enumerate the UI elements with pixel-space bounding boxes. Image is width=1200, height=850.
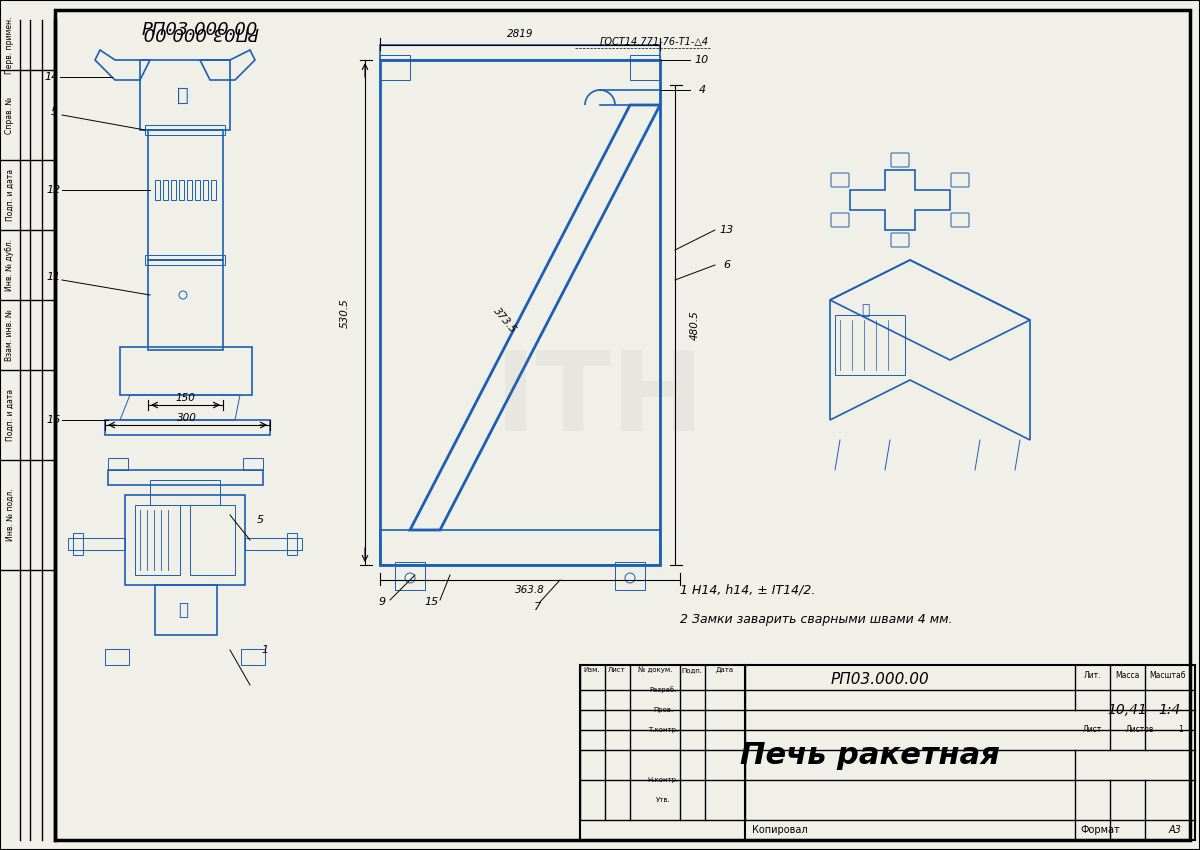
Bar xyxy=(194,180,200,200)
Text: 7: 7 xyxy=(534,602,541,612)
Bar xyxy=(68,538,125,550)
Text: 11: 11 xyxy=(47,272,61,282)
Bar xyxy=(106,420,270,435)
Bar xyxy=(106,649,130,665)
Bar xyxy=(616,562,646,590)
Text: 6: 6 xyxy=(724,260,731,270)
Text: Листов: Листов xyxy=(1126,726,1154,734)
Text: 150: 150 xyxy=(175,393,194,403)
Text: 4: 4 xyxy=(698,85,706,95)
Text: Лит.: Лит. xyxy=(1084,671,1100,679)
Bar xyxy=(172,180,176,200)
Text: 300: 300 xyxy=(178,413,197,423)
Text: 1 H14, h14, ± IT14/2.: 1 H14, h14, ± IT14/2. xyxy=(680,583,815,597)
Text: 530.5: 530.5 xyxy=(340,298,350,328)
Text: Лист: Лист xyxy=(1082,726,1102,734)
Text: Печь ракетная: Печь ракетная xyxy=(740,740,1000,769)
Text: 🔥: 🔥 xyxy=(178,601,188,619)
Bar xyxy=(145,255,226,265)
Text: 2819: 2819 xyxy=(506,29,533,39)
Bar xyxy=(150,480,220,505)
Bar xyxy=(190,505,235,575)
Bar xyxy=(580,665,1195,840)
Text: 🔥: 🔥 xyxy=(178,86,188,105)
Bar xyxy=(155,180,160,200)
Bar xyxy=(187,180,192,200)
Bar xyxy=(380,530,660,565)
Text: 14: 14 xyxy=(44,72,59,82)
Text: 363.8: 363.8 xyxy=(515,585,545,595)
Text: 10,41: 10,41 xyxy=(1108,703,1147,717)
Bar xyxy=(163,180,168,200)
Text: № докум.: № докум. xyxy=(638,666,672,673)
Text: Разраб.: Разраб. xyxy=(649,687,677,694)
Text: 🔥: 🔥 xyxy=(860,303,869,317)
Bar xyxy=(380,60,660,565)
Text: РП03.000.00: РП03.000.00 xyxy=(142,23,258,41)
Text: Масштаб: Масштаб xyxy=(1150,671,1187,679)
Text: ITH: ITH xyxy=(494,347,706,454)
Bar xyxy=(155,585,217,635)
Bar xyxy=(241,649,265,665)
Bar xyxy=(179,180,184,200)
Text: А3: А3 xyxy=(1169,825,1182,835)
Bar xyxy=(120,347,252,395)
Text: 1:4: 1:4 xyxy=(1159,703,1181,717)
Bar xyxy=(380,55,410,80)
Text: 480.5: 480.5 xyxy=(690,310,700,340)
Text: Справ. №: Справ. № xyxy=(6,96,14,133)
Bar xyxy=(835,315,905,375)
Text: Утв.: Утв. xyxy=(655,797,671,803)
Text: Масса: Масса xyxy=(1115,671,1139,679)
Text: Т.контр.: Т.контр. xyxy=(648,727,678,733)
Text: 16: 16 xyxy=(47,415,61,425)
Text: РП03.000.00: РП03.000.00 xyxy=(142,21,258,39)
Bar xyxy=(630,55,660,80)
Text: 2 Замки заварить сварными швами 4 мм.: 2 Замки заварить сварными швами 4 мм. xyxy=(680,614,953,626)
Text: 1: 1 xyxy=(1178,726,1183,734)
Text: 5: 5 xyxy=(50,107,58,117)
Text: Изм.: Изм. xyxy=(583,667,600,673)
Text: Подп. и дата: Подп. и дата xyxy=(6,169,14,221)
Text: Н.контр.: Н.контр. xyxy=(647,777,679,783)
Bar xyxy=(242,458,263,470)
Bar xyxy=(211,180,216,200)
Text: Перв. примен.: Перв. примен. xyxy=(6,16,14,74)
Bar xyxy=(148,130,223,260)
Text: Лист: Лист xyxy=(608,667,626,673)
Text: Взам. инв. №: Взам. инв. № xyxy=(6,309,14,361)
Bar xyxy=(287,533,298,555)
Text: 9: 9 xyxy=(378,597,385,607)
Text: 5: 5 xyxy=(257,515,264,525)
Bar xyxy=(148,260,223,350)
Text: Подп. и дата: Подп. и дата xyxy=(6,389,14,441)
Text: Пров.: Пров. xyxy=(653,707,673,713)
Text: Инв. № подл.: Инв. № подл. xyxy=(6,489,14,541)
Text: Инв. № дубл.: Инв. № дубл. xyxy=(6,239,14,291)
Text: Копировал: Копировал xyxy=(752,825,808,835)
Text: Подп.: Подп. xyxy=(682,667,702,673)
Text: РП03.000.00: РП03.000.00 xyxy=(830,672,929,688)
Text: Дата: Дата xyxy=(716,667,734,673)
Bar xyxy=(108,470,263,485)
Bar xyxy=(125,495,245,585)
Bar xyxy=(73,533,83,555)
Bar xyxy=(140,60,230,130)
Bar xyxy=(245,538,302,550)
Text: Формат: Формат xyxy=(1080,825,1120,835)
Bar xyxy=(134,505,180,575)
Text: ГОСТ14.771-76-Т1-△4: ГОСТ14.771-76-Т1-△4 xyxy=(600,37,709,47)
Bar xyxy=(395,562,425,590)
Text: 13: 13 xyxy=(720,225,734,235)
Text: 10: 10 xyxy=(695,55,709,65)
Bar xyxy=(380,45,660,60)
Bar xyxy=(203,180,208,200)
Bar xyxy=(145,125,226,135)
Bar xyxy=(108,458,128,470)
Text: 15: 15 xyxy=(425,597,439,607)
Text: 1: 1 xyxy=(262,645,269,655)
Text: 12: 12 xyxy=(47,185,61,195)
Text: 373.5: 373.5 xyxy=(492,305,518,335)
